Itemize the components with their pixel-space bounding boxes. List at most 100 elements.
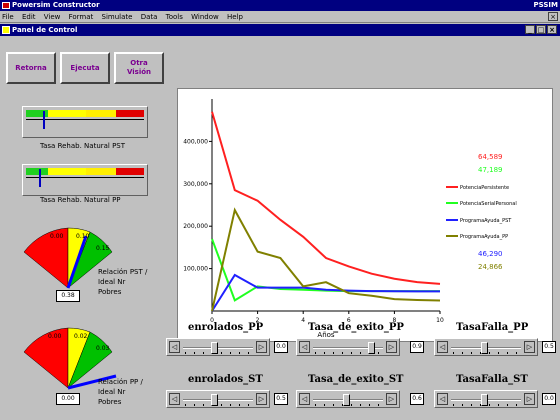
otra-vision-label-2: Visión	[126, 68, 152, 76]
gauge-rst-label: Tasa Rehab. Natural PST	[40, 142, 126, 150]
slider-tasa-falla-st-value[interactable]: 0.0	[542, 393, 556, 405]
slider-enrolados-st-value[interactable]: 0.5	[274, 393, 288, 405]
gauge-pp-label: Tasa Rehab. Natural PP	[40, 196, 121, 204]
slider-thumb[interactable]	[480, 342, 488, 354]
menu-simulate[interactable]: Simulate	[101, 13, 133, 21]
maximize-icon[interactable]: □	[536, 25, 546, 34]
slider-tasa-exito-pp-value[interactable]: 0.9	[410, 341, 424, 353]
otra-vision-button[interactable]: Otra Visión	[114, 52, 164, 84]
otra-vision-label-1: Otra	[130, 59, 148, 67]
dial-pp-label-3: Pobres	[98, 398, 122, 406]
x-tick-label: 6	[347, 317, 351, 324]
arrow-left-icon[interactable]: ◁	[437, 341, 448, 353]
gauge-rst-scale	[26, 110, 144, 117]
chart-legend: 64,589 PotenciaPersistente 47,189 PotenciaS…	[446, 153, 517, 271]
restore-close-icon[interactable]: ×	[547, 25, 557, 34]
slider-tasa-falla-st-title: TasaFalla_ST	[456, 374, 528, 385]
arrow-left-icon[interactable]: ◁	[169, 341, 180, 353]
gauge-pp	[22, 164, 148, 196]
y-tick-group: 100,000 200,000 300,000 400,000	[183, 138, 212, 273]
dial-rst: 0.00 0.10 0.15	[23, 227, 113, 289]
arrow-right-icon[interactable]: ▷	[524, 341, 535, 353]
dial-pp-value: 0.00	[56, 393, 80, 405]
menu-edit[interactable]: Edit	[21, 13, 36, 21]
line-chart: 100,000 200,000 300,000 400,000 0 2 4 6 8 10 64,…	[183, 99, 517, 339]
menu-data[interactable]: Data	[140, 13, 158, 21]
menu-window[interactable]: Window	[191, 13, 219, 21]
legend-label: ProgramaAyuda_PST	[460, 218, 512, 224]
close-icon[interactable]: ×	[548, 12, 558, 21]
slider-thumb[interactable]	[480, 394, 488, 406]
legend-label: PotenciaSerialPersonal	[460, 201, 517, 207]
dial-pp-tick-0: 0.00	[48, 333, 62, 340]
x-tick-group: 0 2 4 6 8 10	[210, 311, 444, 324]
slider-tasa-exito-st-value[interactable]: 0.6	[410, 393, 424, 405]
arrow-left-icon[interactable]: ◁	[299, 341, 310, 353]
ejecuta-button[interactable]: Ejecuta	[60, 52, 110, 84]
app-title-bar[interactable]: Powersim Constructor PSSIM	[0, 0, 560, 11]
gauge-rst	[22, 106, 148, 138]
control-panel: Retorna Ejecuta Otra Visión Tasa Rehab. …	[0, 36, 560, 420]
y-tick-label: 200,000	[183, 223, 208, 230]
x-tick-label: 4	[301, 317, 305, 324]
slider-enrolados-pp[interactable]: ◁ ▷	[166, 338, 270, 356]
legend-label: PotenciaPersistente	[460, 185, 509, 191]
dial-rst-label-1: Relación PST /	[98, 268, 148, 276]
dial-rst-tick-0: 0.00	[50, 233, 64, 240]
x-tick-label: 8	[392, 317, 396, 324]
dial-pp-tick-2: 0.03	[96, 345, 110, 352]
slider-tasa-falla-pp[interactable]: ◁ ▷	[434, 338, 538, 356]
arrow-right-icon[interactable]: ▷	[524, 393, 535, 405]
slider-tasa-exito-pp-title: Tasa_de_exito_PP	[308, 322, 404, 333]
slider-tasa-falla-st[interactable]: ◁ ▷	[434, 390, 538, 408]
arrow-right-icon[interactable]: ▷	[256, 393, 267, 405]
window-controls: _ □ ×	[525, 25, 557, 34]
gauge-pp-scale	[26, 168, 144, 175]
arrow-left-icon[interactable]: ◁	[437, 393, 448, 405]
arrow-left-icon[interactable]: ◁	[299, 393, 310, 405]
series-line-ProgramaAyuda_PP	[211, 207, 441, 312]
child-title-bar[interactable]: Panel de Control _ □ ×	[0, 24, 560, 36]
retorna-label: Retorna	[15, 63, 47, 72]
series-line-ProgramaAyuda_PST	[211, 273, 441, 312]
slider-tasa-exito-pp[interactable]: ◁ ▷	[296, 338, 400, 356]
dial-pp: 0.00 0.02 0.03	[23, 327, 117, 390]
dial-pp-tick-1: 0.02	[74, 333, 88, 340]
arrow-left-icon[interactable]: ◁	[169, 393, 180, 405]
slider-tasa-falla-pp-value[interactable]: 0.5	[542, 341, 556, 353]
x-tick-label: 2	[256, 317, 260, 324]
dial-rst-tick-2: 0.15	[96, 245, 110, 252]
series-value-label: 64,589	[478, 153, 503, 161]
app-title: Powersim Constructor	[12, 1, 100, 9]
slider-thumb[interactable]	[210, 342, 218, 354]
retorna-button[interactable]: Retorna	[6, 52, 56, 84]
app-title-right-label: PSSIM	[533, 1, 558, 9]
slider-enrolados-pp-value[interactable]: 0.0	[274, 341, 288, 353]
series-value-label: 46,290	[478, 250, 503, 258]
arrow-right-icon[interactable]: ▷	[256, 341, 267, 353]
slider-thumb[interactable]	[367, 342, 375, 354]
slider-enrolados-st[interactable]: ◁ ▷	[166, 390, 270, 408]
menu-help[interactable]: Help	[226, 13, 243, 21]
dial-rst-label-2: Ideal Nr	[98, 278, 126, 286]
arrow-right-icon[interactable]: ▷	[386, 393, 397, 405]
gauge-pp-needle	[38, 169, 41, 187]
menu-bar: File Edit View Format Simulate Data Tool…	[0, 11, 560, 23]
arrow-right-icon[interactable]: ▷	[386, 341, 397, 353]
menu-view[interactable]: View	[43, 13, 61, 21]
menu-format[interactable]: Format	[68, 13, 94, 21]
dial-rst-label-3: Pobres	[98, 288, 122, 296]
series-value-label: 24,866	[478, 263, 503, 271]
slider-thumb[interactable]	[342, 394, 350, 406]
slider-tasa-exito-st[interactable]: ◁ ▷	[296, 390, 400, 408]
slider-tasa-falla-pp-title: TasaFalla_PP	[456, 322, 529, 333]
ejecuta-label: Ejecuta	[70, 63, 100, 72]
menu-tools[interactable]: Tools	[165, 13, 183, 21]
series-lines	[211, 111, 441, 312]
y-tick-label: 400,000	[183, 138, 208, 145]
slider-thumb[interactable]	[210, 394, 218, 406]
minimize-icon[interactable]: _	[525, 25, 535, 34]
dial-rst-tick-1: 0.10	[76, 233, 90, 240]
menu-file[interactable]: File	[2, 13, 14, 21]
